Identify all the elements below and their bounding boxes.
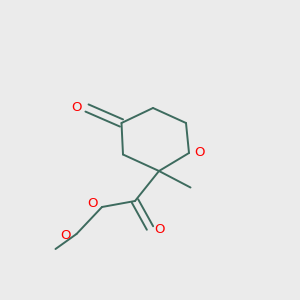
Text: O: O bbox=[87, 197, 98, 210]
Text: O: O bbox=[154, 223, 165, 236]
Text: O: O bbox=[72, 100, 82, 114]
Text: O: O bbox=[194, 146, 204, 159]
Text: O: O bbox=[61, 229, 71, 242]
